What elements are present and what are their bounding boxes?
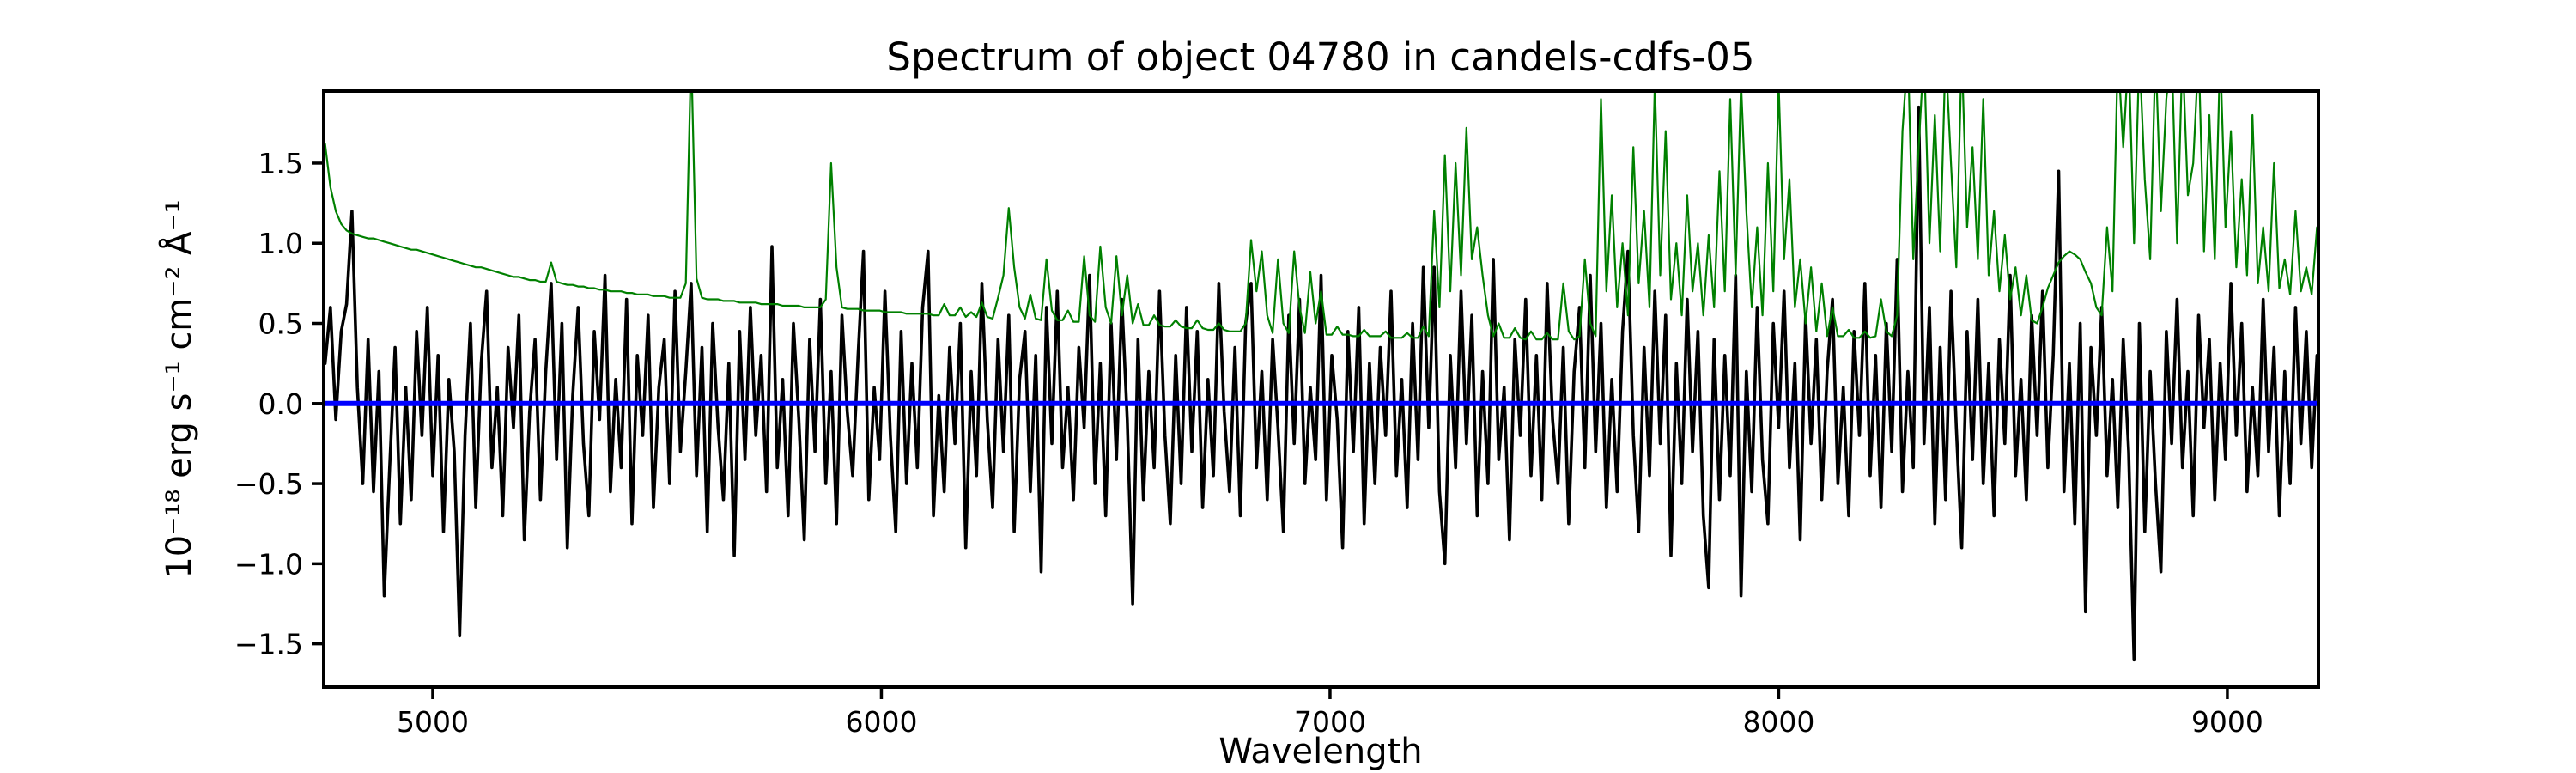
y-tick-label: 1.5 [258,147,303,180]
x-tick-label: 9000 [2191,705,2263,739]
y-tick-label: 1.0 [258,227,303,260]
chart-title: Spectrum of object 04780 in candels-cdfs… [886,34,1754,80]
x-axis: 5000 6000 7000 8000 9000 [397,687,2263,739]
y-tick-label: −0.5 [234,467,303,501]
y-tick-label: 0.5 [258,307,303,341]
y-axis: 1.5 1.0 0.5 0.0 −0.5 −1.0 −1.5 [234,147,324,661]
y-tick-label: −1.0 [234,547,303,581]
x-tick-label: 6000 [845,705,917,739]
y-axis-label: 10⁻¹⁸ erg s⁻¹ cm⁻² Å⁻¹ [158,199,199,578]
x-tick-label: 7000 [1294,705,1366,739]
x-tick-label: 5000 [397,705,469,739]
x-axis-label: Wavelength [1218,732,1422,771]
flux-spectrum-line [324,105,2318,662]
series-lines [324,91,2318,662]
noise-spectrum-line [324,91,2318,341]
y-tick-label: 0.0 [258,387,303,421]
axes-spines [322,89,2320,689]
y-tick-label: −1.5 [234,628,303,661]
x-tick-label: 8000 [1742,705,1814,739]
